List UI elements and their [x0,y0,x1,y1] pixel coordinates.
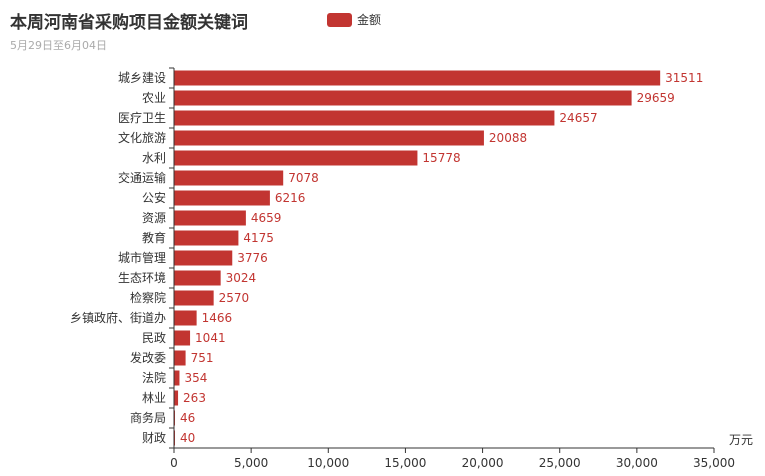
category-label: 林业 [142,391,166,405]
category-label: 法院 [142,371,166,385]
value-label: 24657 [559,111,597,125]
category-label: 医疗卫生 [118,111,166,125]
bar[interactable] [174,270,221,286]
bars-layer: 31511 29659 24657 20088 15778 7078 6216 4659 417… [174,70,703,446]
bar[interactable] [174,330,191,346]
legend[interactable]: 金额 [327,11,381,28]
value-label: 20088 [489,131,527,145]
x-tick-label: 35,000 [693,456,735,470]
chart-title: 本周河南省采购项目金额关键词 [10,13,248,33]
bar[interactable] [174,290,214,306]
value-label: 6216 [275,191,306,205]
x-axis-unit-label: 万元 [729,433,753,447]
category-label: 检察院 [130,290,166,305]
x-tick-label: 10,000 [307,456,349,470]
axis-layer: 城乡建设农业医疗卫生文化旅游水利交通运输公安资源教育城市管理生态环境检察院乡镇政… [70,67,753,470]
bar[interactable] [174,250,233,266]
category-label: 公安 [142,190,166,205]
category-label: 发改委 [130,350,166,365]
x-tick-label: 5,000 [234,456,268,470]
value-label: 751 [191,351,214,365]
value-label: 2570 [219,291,250,305]
bar[interactable] [174,230,239,246]
bar[interactable] [174,370,180,386]
bar[interactable] [174,170,284,186]
value-label: 15778 [422,151,460,165]
category-label: 资源 [142,211,166,225]
value-label: 354 [184,371,207,385]
x-tick-label: 20,000 [462,456,504,470]
category-label: 乡镇政府、街道办 [70,310,166,325]
category-label: 农业 [142,91,166,105]
value-label: 263 [183,391,206,405]
bar[interactable] [174,190,270,206]
bar[interactable] [174,350,186,366]
category-label: 水利 [142,151,166,165]
bar[interactable] [174,150,418,166]
category-label: 教育 [142,230,166,245]
bar[interactable] [174,90,632,106]
value-label: 29659 [637,91,675,105]
x-tick-label: 0 [170,456,178,470]
x-tick-label: 15,000 [384,456,426,470]
bar[interactable] [174,110,555,126]
value-label: 3024 [226,271,257,285]
bar[interactable] [174,130,484,146]
bar[interactable] [174,70,661,86]
value-label: 31511 [665,71,703,85]
value-label: 1041 [195,331,226,345]
value-label: 4175 [243,231,274,245]
category-label: 商务局 [130,410,166,425]
value-label: 1466 [202,311,233,325]
category-label: 交通运输 [118,170,166,185]
legend-label: 金额 [357,13,382,27]
category-label: 城市管理 [118,250,166,265]
value-label: 7078 [288,171,319,185]
value-label: 3776 [237,251,268,265]
bar[interactable] [174,390,179,406]
category-label: 财政 [142,431,166,445]
category-label: 民政 [142,331,166,345]
value-label: 40 [180,431,195,445]
x-tick-label: 30,000 [616,456,658,470]
bar[interactable] [174,210,246,226]
x-tick-label: 25,000 [539,456,581,470]
value-label: 46 [180,411,195,425]
value-label: 4659 [251,211,282,225]
chart-subtitle: 5月29日至6月04日 [10,39,107,52]
legend-swatch [327,12,352,27]
category-label: 生态环境 [118,270,166,285]
bar[interactable] [174,310,197,326]
category-label: 城乡建设 [118,71,166,85]
category-label: 文化旅游 [118,130,166,145]
